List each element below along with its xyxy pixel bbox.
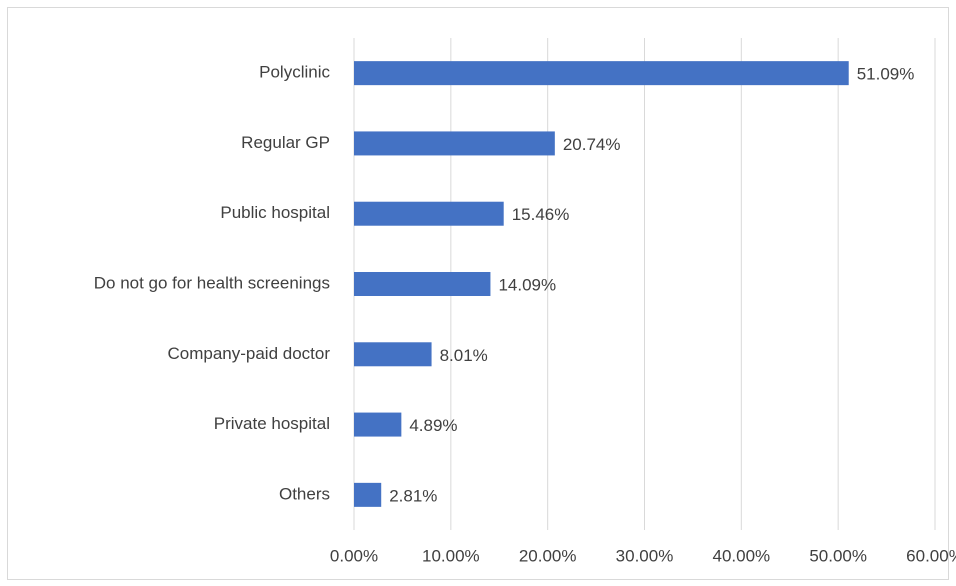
value-label: 51.09% xyxy=(857,65,915,84)
y-tick-label: Regular GP xyxy=(241,133,330,152)
y-tick-label: Company-paid doctor xyxy=(167,344,330,363)
x-tick-label: 50.00% xyxy=(809,546,867,565)
y-tick-label: Others xyxy=(279,484,330,503)
x-tick-label: 40.00% xyxy=(712,546,770,565)
y-tick-label: Private hospital xyxy=(214,414,330,433)
bar xyxy=(354,272,491,296)
bar xyxy=(354,412,402,437)
bar xyxy=(354,61,849,86)
y-tick-label: Do not go for health screenings xyxy=(94,273,330,292)
x-tick-label: 0.00% xyxy=(330,546,378,565)
value-label: 8.01% xyxy=(440,346,488,365)
bar xyxy=(354,201,504,226)
value-label: 2.81% xyxy=(389,486,437,505)
bar xyxy=(354,482,382,507)
value-label: 14.09% xyxy=(498,275,556,294)
x-tick-label: 20.00% xyxy=(519,546,577,565)
x-tick-label: 60.00% xyxy=(906,546,956,565)
x-tick-label: 10.00% xyxy=(422,546,480,565)
bar xyxy=(354,131,555,156)
bar xyxy=(354,342,432,367)
value-label: 15.46% xyxy=(512,205,570,224)
y-tick-label: Polyclinic xyxy=(259,63,330,82)
y-tick-label: Public hospital xyxy=(220,203,330,222)
x-tick-label: 30.00% xyxy=(616,546,674,565)
value-label: 20.74% xyxy=(563,135,621,154)
value-label: 4.89% xyxy=(409,416,457,435)
